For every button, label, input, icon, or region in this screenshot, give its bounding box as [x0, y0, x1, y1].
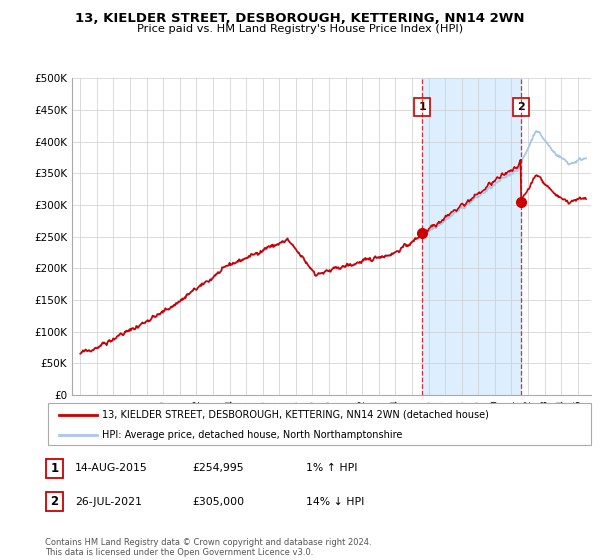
Text: £305,000: £305,000	[192, 497, 244, 507]
Text: 1: 1	[50, 461, 59, 475]
Text: 26-JUL-2021: 26-JUL-2021	[75, 497, 142, 507]
Text: 2: 2	[50, 495, 59, 508]
Text: £254,995: £254,995	[192, 463, 244, 473]
Bar	[422, 78, 521, 395]
FancyBboxPatch shape	[46, 459, 63, 478]
Text: 14-AUG-2015: 14-AUG-2015	[75, 463, 148, 473]
Text: 2: 2	[517, 102, 525, 112]
Text: 13, KIELDER STREET, DESBOROUGH, KETTERING, NN14 2WN: 13, KIELDER STREET, DESBOROUGH, KETTERIN…	[75, 12, 525, 25]
Text: HPI: Average price, detached house, North Northamptonshire: HPI: Average price, detached house, Nort…	[102, 430, 403, 440]
Text: 1: 1	[418, 102, 426, 112]
Text: 13, KIELDER STREET, DESBOROUGH, KETTERING, NN14 2WN (detached house): 13, KIELDER STREET, DESBOROUGH, KETTERIN…	[102, 409, 489, 419]
Text: Contains HM Land Registry data © Crown copyright and database right 2024.
This d: Contains HM Land Registry data © Crown c…	[45, 538, 371, 557]
FancyBboxPatch shape	[48, 403, 591, 445]
FancyBboxPatch shape	[46, 492, 63, 511]
Text: 1% ↑ HPI: 1% ↑ HPI	[306, 463, 358, 473]
Text: 14% ↓ HPI: 14% ↓ HPI	[306, 497, 364, 507]
Text: Price paid vs. HM Land Registry's House Price Index (HPI): Price paid vs. HM Land Registry's House …	[137, 24, 463, 34]
